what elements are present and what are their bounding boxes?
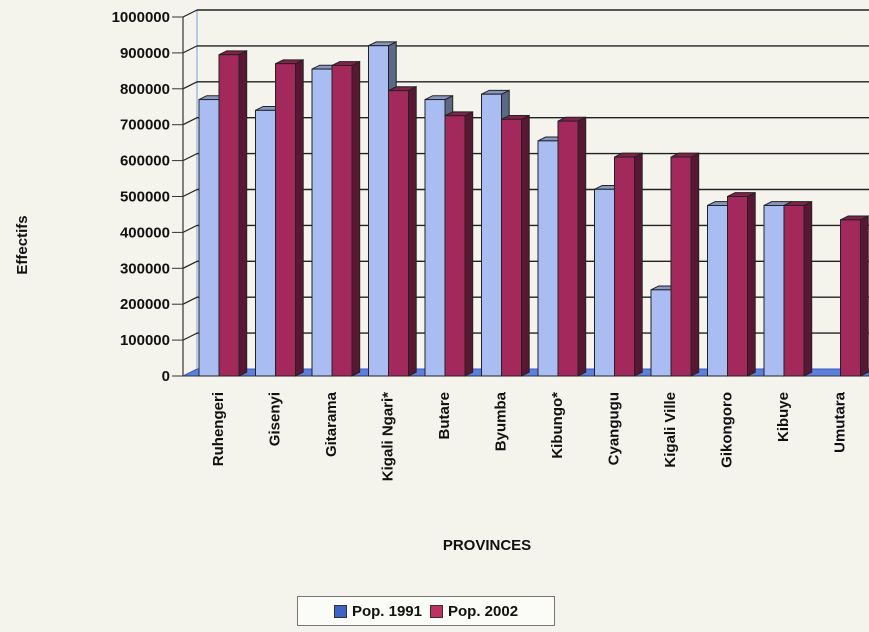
bar-front — [727, 196, 748, 377]
x-category-label: Kigali Ngari* — [380, 392, 397, 481]
bar-front — [501, 118, 522, 377]
y-tick-label: 1000000 — [112, 9, 170, 26]
bar-front — [614, 156, 635, 377]
x-category-label: Kigali Ville — [662, 392, 679, 468]
legend-item-1991: Pop. 1991 — [333, 602, 422, 620]
y-tick-label: 400000 — [120, 224, 170, 241]
bar-front — [707, 204, 728, 377]
bar-front — [255, 109, 276, 377]
bar — [614, 152, 643, 377]
legend-label-1991: Pop. 1991 — [351, 602, 422, 620]
bar-front — [594, 188, 615, 377]
bar-front — [557, 120, 579, 377]
bar-side — [690, 152, 700, 377]
bar-front — [444, 115, 466, 377]
bar-front — [783, 204, 805, 377]
bar — [501, 114, 530, 377]
legend-swatch-1991 — [333, 604, 347, 618]
legend-item-2002: Pop. 2002 — [430, 603, 518, 620]
y-tick-label: 600000 — [120, 153, 170, 170]
y-tick-label: 800000 — [120, 81, 170, 98]
gridline-diag — [182, 81, 198, 90]
bar-front — [368, 45, 389, 377]
bar-front — [650, 289, 672, 377]
y-axis-ticks: 0 100000 200000 300000 400000 500000 600000 700… — [112, 9, 183, 385]
y-tick-label: 700000 — [120, 117, 170, 134]
x-axis-categories: Ruhengeri Gisenyi Gitarama Kigali Ngari* But… — [210, 391, 849, 481]
bar-front — [311, 68, 333, 377]
bar-front — [670, 156, 692, 377]
x-category-label: Gikongoro — [719, 392, 736, 468]
bar-side — [747, 191, 756, 377]
gridline-diag — [182, 332, 198, 341]
gridline-diag — [182, 296, 198, 305]
grid-lines — [182, 9, 869, 376]
gridline-diag — [182, 45, 198, 54]
bars — [198, 41, 869, 377]
x-category-label: Umutara — [832, 391, 849, 453]
bar-front — [275, 63, 296, 377]
gridline-diag — [182, 224, 198, 233]
x-category-label: Gisenyi — [267, 392, 284, 446]
gridline-diag — [182, 117, 198, 126]
gridline-diag — [182, 260, 198, 269]
bar-side — [351, 60, 361, 377]
bar-front — [481, 93, 502, 377]
bar — [670, 152, 700, 377]
x-category-label: Gitarama — [323, 391, 340, 457]
bar — [783, 200, 813, 377]
gridline-diag — [182, 188, 198, 198]
bar-side — [295, 59, 304, 377]
bar-side — [464, 111, 474, 377]
bar-side — [238, 50, 248, 377]
bar-front — [198, 99, 220, 377]
bar — [444, 111, 474, 377]
gridline-diag — [182, 153, 198, 162]
x-category-label: Kibungo* — [549, 392, 566, 459]
bar-front — [840, 219, 861, 377]
x-category-label: Kibuye — [775, 392, 792, 442]
bar — [557, 116, 587, 377]
bar-front — [763, 204, 785, 377]
bar — [331, 60, 361, 377]
legend: Pop. 1991 Pop. 2002 — [297, 596, 555, 626]
bar-side — [860, 215, 869, 377]
gridline-diag — [182, 9, 198, 18]
bar-front — [331, 64, 353, 377]
bar-side — [408, 85, 417, 377]
bar — [388, 85, 417, 377]
legend-swatch-2002 — [430, 604, 443, 618]
y-tick-label: 100000 — [120, 332, 170, 349]
y-tick-label: 300000 — [120, 260, 170, 277]
bar-front — [388, 90, 409, 377]
bar — [840, 215, 869, 377]
bar-front — [218, 54, 240, 377]
y-tick-label: 0 — [162, 368, 170, 385]
legend-label-2002: Pop. 2002 — [448, 602, 519, 620]
bar-front — [537, 140, 559, 377]
x-axis-title: PROVINCES — [443, 537, 531, 554]
x-category-label: Byumba — [493, 391, 510, 451]
x-category-label: Butare — [436, 392, 453, 440]
bar — [275, 59, 304, 377]
y-tick-label: 900000 — [120, 45, 170, 62]
x-category-label: Cyangugu — [606, 392, 623, 465]
bar-front — [424, 99, 446, 377]
bar-side — [803, 200, 813, 377]
bar-side — [577, 116, 587, 377]
bar-side — [634, 152, 643, 377]
y-tick-label: 200000 — [120, 296, 170, 313]
y-axis-title: Effectifs — [14, 215, 31, 274]
bar-side — [521, 114, 530, 377]
y-tick-label: 500000 — [120, 189, 170, 206]
x-category-label: Ruhengeri — [210, 392, 227, 466]
bar — [218, 50, 248, 377]
bar — [727, 191, 756, 377]
